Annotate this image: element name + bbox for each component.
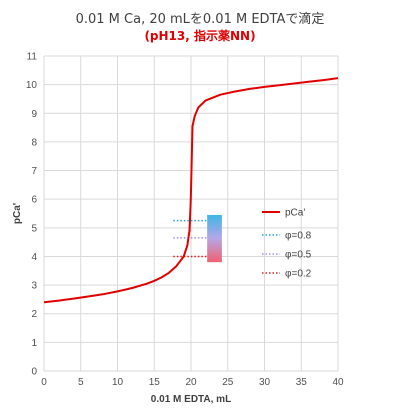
- chart-subtitle: (pH13, 指示薬NN): [144, 29, 256, 43]
- x-tick-label: 5: [78, 377, 84, 388]
- indicator-band-layer: [173, 214, 222, 263]
- legend-label: φ=0.2: [285, 269, 312, 280]
- x-axis-label: 0.01 M EDTA, mL: [151, 394, 231, 405]
- chart-title: 0.01 M Ca, 20 mLを0.01 M EDTAで滴定: [75, 12, 325, 27]
- y-tick-label: 11: [27, 52, 38, 63]
- y-tick-label: 5: [31, 223, 37, 234]
- x-tick-label: 10: [112, 377, 124, 388]
- y-tick-label: 3: [31, 281, 37, 292]
- x-tick-label: 25: [222, 377, 234, 388]
- y-tick-label: 8: [31, 137, 37, 148]
- y-tick-label: 10: [26, 80, 38, 91]
- x-tick-label: 0: [41, 377, 47, 388]
- y-tick-label: 6: [31, 195, 37, 206]
- pca-curve: [43, 77, 339, 304]
- indicator-color-band: [207, 214, 222, 263]
- tick-labels: 0 1 2 3 4 5 6 7 8 9 10 11 0 5 10 15 20 25 30 35 40: [26, 52, 344, 389]
- y-tick-label: 0: [31, 367, 37, 378]
- y-tick-label: 7: [31, 166, 37, 177]
- series-layer: [43, 77, 339, 304]
- x-tick-label: 35: [296, 377, 308, 388]
- x-tick-label: 20: [185, 377, 197, 388]
- legend-label: pCa': [285, 208, 305, 219]
- y-tick-label: 4: [31, 252, 37, 263]
- legend-label: φ=0.8: [285, 231, 312, 242]
- x-tick-label: 30: [259, 377, 271, 388]
- x-tick-label: 40: [332, 377, 344, 388]
- x-tick-label: 15: [149, 377, 161, 388]
- legend: pCa' φ=0.8 φ=0.5 φ=0.2: [262, 208, 312, 280]
- legend-label: φ=0.5: [285, 250, 312, 261]
- y-tick-label: 1: [31, 338, 37, 349]
- y-tick-label: 9: [31, 109, 37, 120]
- y-tick-label: 2: [31, 309, 37, 320]
- y-axis-label: pCa': [12, 203, 23, 224]
- grid-lines: [43, 55, 339, 372]
